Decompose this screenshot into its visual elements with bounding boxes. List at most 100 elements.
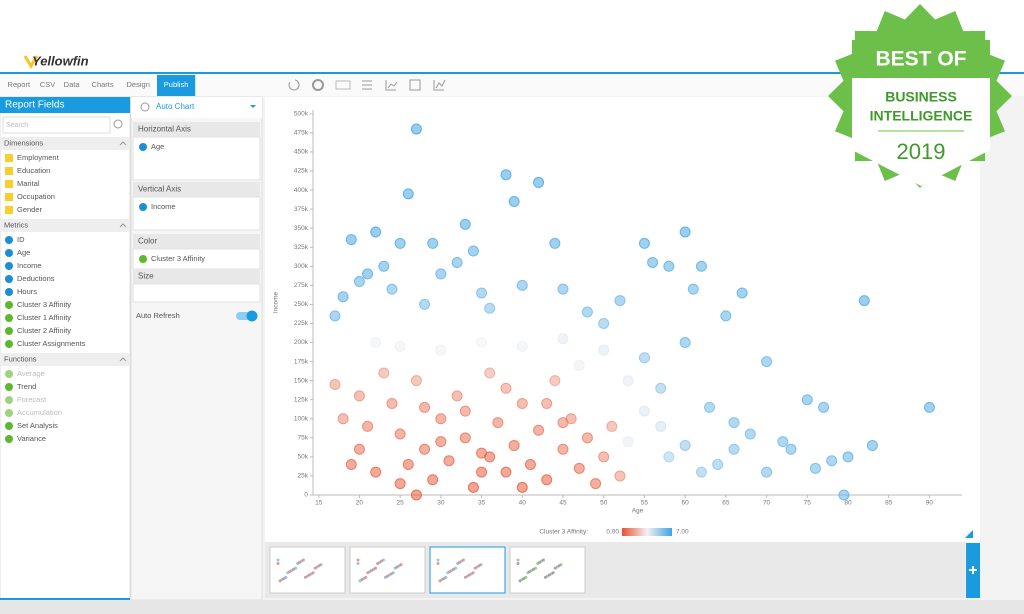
config-sections: Horizontal Axis Age Vertical Axis Income Col… <box>132 122 261 322</box>
x-tick-label: 60 <box>682 500 690 507</box>
field[interactable]: Set Analysis <box>17 421 58 430</box>
drop-zone[interactable] <box>132 196 261 231</box>
drop-zone[interactable] <box>132 136 261 181</box>
config-field: Income <box>151 202 176 211</box>
field-icon <box>5 301 13 309</box>
search-icon[interactable] <box>113 119 123 129</box>
text-icon[interactable] <box>335 80 351 90</box>
field[interactable]: Deductions <box>17 274 55 283</box>
point <box>419 443 431 455</box>
thumbnail[interactable] <box>509 546 586 594</box>
field[interactable]: Cluster Assignments <box>17 339 86 348</box>
chart-type-icon <box>140 102 150 112</box>
field-icon <box>5 409 13 417</box>
drop-zone[interactable] <box>132 283 261 303</box>
list-icon[interactable] <box>362 80 372 90</box>
thumbnail-dot <box>294 566 298 570</box>
collapse-icon[interactable] <box>119 357 127 362</box>
field[interactable]: Cluster 1 Affinity <box>17 313 71 322</box>
tab[interactable]: Data <box>64 80 81 89</box>
y-tick-label: 275k <box>294 282 309 289</box>
point <box>549 237 561 249</box>
point <box>581 432 593 444</box>
undo-icon[interactable] <box>288 79 300 91</box>
award-badge: BEST OF BUSINESS INTELLIGENCE 2019 <box>828 4 1012 188</box>
field[interactable]: Occupation <box>17 192 55 201</box>
config-header <box>133 269 260 284</box>
collapse-icon[interactable] <box>119 223 127 228</box>
config-title: Vertical Axis <box>138 185 181 194</box>
point <box>638 352 650 364</box>
resize-handle[interactable] <box>965 530 973 538</box>
field[interactable]: Forecast <box>17 395 47 404</box>
point <box>370 337 382 349</box>
field[interactable]: Gender <box>17 205 43 214</box>
image-icon[interactable] <box>409 79 421 91</box>
colorbar <box>622 528 672 536</box>
field[interactable]: Cluster 2 Affinity <box>17 326 71 335</box>
collapse-icon[interactable] <box>119 141 127 146</box>
field[interactable]: Trend <box>17 382 36 391</box>
top-bar <box>0 50 1024 73</box>
field[interactable]: Employment <box>17 153 60 162</box>
left-panel-title: Report Fields <box>5 100 64 111</box>
toggle-knob[interactable] <box>246 310 258 322</box>
series-icon[interactable] <box>433 79 446 91</box>
point <box>410 123 422 135</box>
badge-year: 2019 <box>897 139 946 164</box>
settings-icon[interactable] <box>312 79 324 91</box>
point <box>459 405 471 417</box>
field[interactable]: Marital <box>17 179 40 188</box>
field[interactable]: Accumulation <box>17 408 62 417</box>
point <box>598 317 610 329</box>
field-icon <box>5 435 13 443</box>
tab[interactable]: CSV <box>40 80 55 89</box>
point <box>435 344 447 356</box>
field[interactable]: ID <box>17 235 25 244</box>
point <box>516 398 528 410</box>
field-icon <box>5 206 13 214</box>
field-icon <box>5 327 13 335</box>
point <box>492 417 504 429</box>
x-tick-label: 35 <box>478 500 486 507</box>
point <box>516 481 528 493</box>
y-tick-label: 50k <box>298 454 309 461</box>
y-tick-label: 200k <box>294 339 309 346</box>
field[interactable]: Cluster 3 Affinity <box>17 300 71 309</box>
point <box>687 283 699 295</box>
thumbnail-dot <box>471 571 475 575</box>
chart-type-selector[interactable] <box>131 97 262 118</box>
tab[interactable]: Publish <box>164 80 189 89</box>
point <box>581 306 593 318</box>
thumbnail-dot <box>551 571 555 575</box>
point <box>370 226 382 238</box>
point <box>443 455 455 467</box>
thumbnail[interactable] <box>269 546 346 594</box>
axis-icon[interactable] <box>385 80 398 91</box>
field[interactable]: Age <box>17 248 30 257</box>
field[interactable]: Hours <box>17 287 37 296</box>
point <box>524 459 536 471</box>
badge-line1: BEST OF <box>875 48 966 71</box>
point <box>394 478 406 490</box>
point <box>500 382 512 394</box>
thumbnail[interactable] <box>349 546 426 594</box>
thumbnail-dot <box>516 558 520 562</box>
point <box>866 439 878 451</box>
point <box>541 398 553 410</box>
tab[interactable]: Design <box>127 80 150 89</box>
search-box[interactable] <box>2 116 111 134</box>
field[interactable]: Education <box>17 166 50 175</box>
tab[interactable]: Report <box>8 80 31 89</box>
field-icon <box>5 383 13 391</box>
point <box>533 176 545 188</box>
field-icon <box>5 340 13 348</box>
thumbnail[interactable] <box>429 546 506 594</box>
x-axis-title: Age <box>632 508 644 515</box>
x-tick-label: 25 <box>397 500 405 507</box>
field[interactable]: Variance <box>17 434 46 443</box>
field[interactable]: Average <box>17 369 45 378</box>
field[interactable]: Income <box>17 261 42 270</box>
dropdown-arrow[interactable] <box>250 105 256 108</box>
tab[interactable]: Charts <box>92 80 114 89</box>
